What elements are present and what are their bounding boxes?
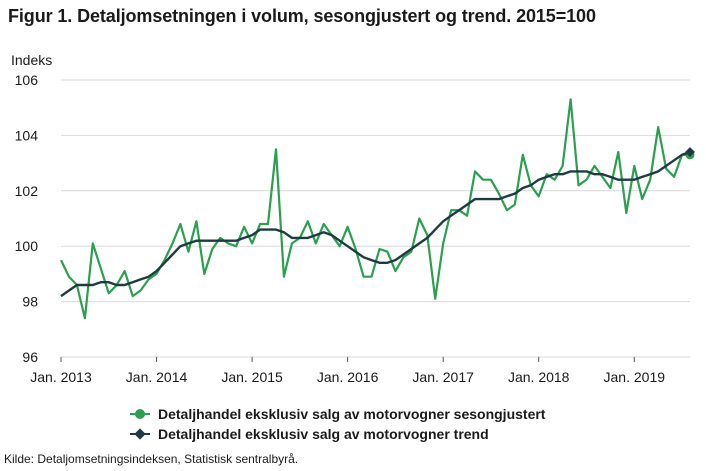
series-layer [60, 98, 695, 320]
y-tick-106: 106 [15, 72, 39, 88]
x-tick-3: Jan. 2016 [317, 369, 379, 385]
y-tick-102: 102 [15, 183, 39, 199]
x-tick-1: Jan. 2014 [126, 369, 188, 385]
series-line-seasonal [60, 98, 690, 320]
y-tick-100: 100 [15, 238, 39, 254]
legend-label-trend: Detaljhandel eksklusiv salg av motorvogn… [158, 426, 489, 442]
x-tick-5: Jan. 2018 [508, 369, 570, 385]
y-tick-labels: 96 98 100 102 104 106 [15, 72, 39, 365]
legend-item-trend: Detaljhandel eksklusiv salg av motorvogn… [130, 424, 545, 444]
legend-swatch-trend [130, 428, 150, 440]
series-line-trend [60, 150, 691, 298]
y-tick-104: 104 [15, 127, 39, 143]
y-tick-96: 96 [22, 349, 38, 365]
source-note: Kilde: Detaljomsetningsindeksen, Statist… [4, 452, 299, 466]
legend-swatch-seasonal [130, 408, 150, 420]
y-axis-label: Indeks [11, 52, 53, 68]
chart-title: Figur 1. Detaljomsetningen i volum, seso… [8, 6, 596, 26]
legend-item-seasonal: Detaljhandel eksklusiv salg av motorvogn… [130, 404, 545, 424]
x-tick-0: Jan. 2013 [30, 369, 92, 385]
end-marker-trend [685, 147, 695, 157]
x-tick-6: Jan. 2019 [604, 369, 666, 385]
legend: Detaljhandel eksklusiv salg av motorvogn… [130, 404, 545, 444]
x-tick-4: Jan. 2017 [412, 369, 474, 385]
y-tick-98: 98 [22, 294, 38, 310]
x-tick-labels: Jan. 2013 Jan. 2014 Jan. 2015 Jan. 2016 Jan.… [30, 357, 665, 385]
x-tick-2: Jan. 2015 [221, 369, 283, 385]
legend-label-seasonal: Detaljhandel eksklusiv salg av motorvogn… [158, 406, 546, 422]
grid-lines [61, 79, 690, 358]
